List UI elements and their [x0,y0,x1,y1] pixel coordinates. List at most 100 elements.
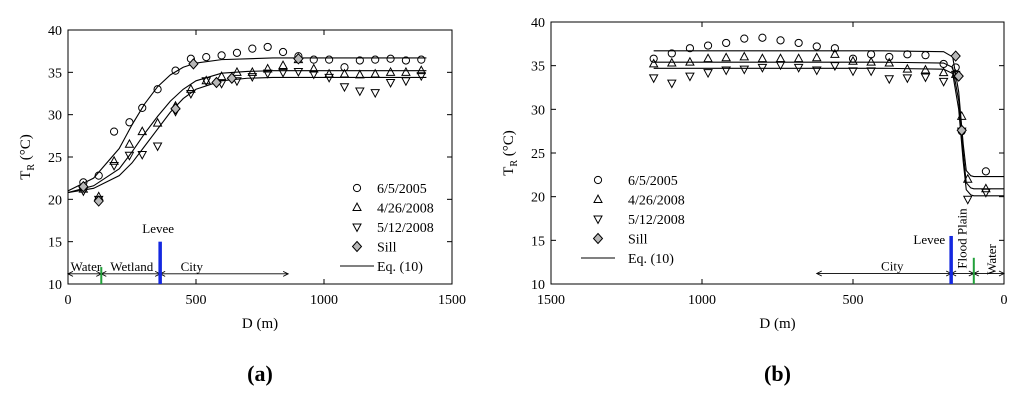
data-point [370,68,381,78]
data-point [685,56,695,66]
data-point [848,55,858,65]
data-point [739,51,750,61]
data-point [848,54,858,63]
data-point [920,73,931,83]
data-point [666,57,677,67]
data-point [703,53,713,63]
fit-curve-2 [653,61,1004,190]
data-point [981,183,991,193]
data-point [293,67,304,77]
data-point [416,72,427,82]
data-point [956,124,967,137]
y-tick-label: 25 [531,147,545,162]
y-tick-label: 30 [531,103,545,118]
levee-label: Levee [913,232,945,247]
data-point [401,77,411,87]
data-point [171,66,180,75]
data-point [417,55,426,64]
flood-plain-label: Flood Plain [955,208,970,269]
data-point [109,155,119,165]
data-point [325,55,334,64]
data-point [648,58,659,68]
data-point [866,67,876,77]
data-point [278,47,288,57]
data-point [830,44,839,53]
data-point [324,73,334,83]
legend: 6/5/2005 4/26/2008 5/12/2008 Sill Eq. (10) [340,182,434,275]
data-point [109,161,119,171]
legend-label: Eq. (10) [377,260,423,275]
data-point [262,69,273,79]
legend-marker [352,202,362,211]
series-triangle-down [78,67,427,205]
fit-curve-3 [653,67,1004,197]
legend-label: 6/5/2005 [628,174,678,189]
legend-label: Eq. (10) [628,252,674,267]
data-point [124,151,135,161]
legend-marker [593,194,603,203]
data-point [324,68,334,78]
fit-curve-3 [67,76,427,194]
y-tick-label: 15 [48,236,62,251]
data-point [211,76,222,89]
data-point [962,195,973,205]
panel-label: (b) [764,361,791,386]
data-point [226,72,238,85]
data-point [401,66,411,76]
data-point [201,75,212,85]
data-point [884,57,895,67]
wetland-label: Wetland [110,259,153,274]
data-point [186,83,196,93]
city-label: City [181,259,204,274]
data-point [340,63,349,72]
data-point [201,77,212,87]
data-point [775,53,786,63]
panel-label: (a) [247,361,273,386]
data-point [355,56,364,65]
data-point [902,74,913,84]
y-tick-label: 20 [531,191,545,206]
x-tick-label: 0 [65,293,72,308]
data-point [262,63,273,73]
data-point [884,75,895,85]
data-point [812,42,821,51]
data-point [355,87,365,97]
data-point [124,138,135,148]
y-tick-label: 25 [48,151,62,166]
data-point [758,33,767,42]
legend-marker [352,223,362,233]
data-point [685,72,695,82]
data-point [125,118,134,127]
legend-marker [592,232,604,245]
series-triangle-up [78,54,427,201]
y-tick-label: 40 [48,24,62,39]
data-point [903,50,912,59]
data-point [263,42,272,52]
y-tick-label: 40 [531,16,545,31]
data-point [902,63,913,73]
fit-curve-1 [67,57,427,192]
data-point [981,188,991,198]
panel-a: 10 15 20 25 30 35 40 0 500 1000 1500 D (m) TR (°C) 6/… [18,24,466,386]
data-point [757,63,768,73]
data-point [962,173,973,183]
legend-marker [593,215,603,225]
y-tick-label: 15 [531,234,545,249]
data-point [739,65,750,75]
x-axis-title: D (m) [759,316,795,332]
data-point [308,63,319,73]
series-triangle-up [648,48,991,193]
legend-label: Sill [628,233,648,248]
data-point [703,69,713,79]
data-point [93,195,104,207]
data-point [649,54,658,63]
data-point [137,150,148,160]
data-point [78,180,89,193]
arrow-city-head-left [815,270,822,277]
series-diamond [950,50,967,137]
data-point [950,50,961,62]
legend-label: 4/26/2008 [377,202,434,217]
legend-marker [351,240,363,253]
data-point [667,49,676,58]
